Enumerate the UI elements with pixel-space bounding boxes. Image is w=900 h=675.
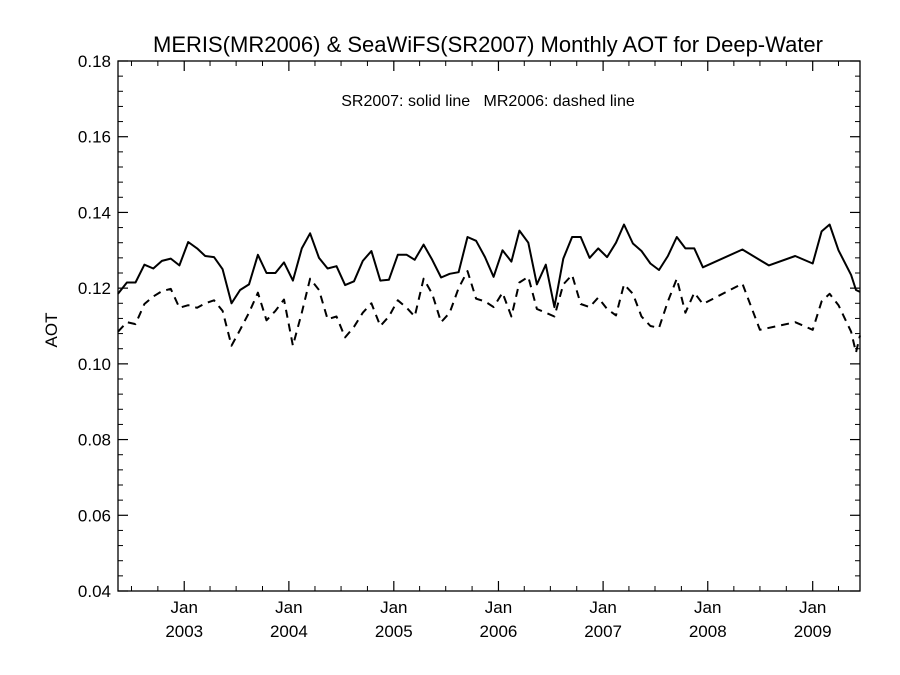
x-tick-label-month: Jan [275, 598, 302, 617]
x-tick-label-year: 2004 [270, 622, 308, 641]
x-tick-label-month: Jan [694, 598, 721, 617]
y-axis-label: AOT [42, 313, 61, 348]
x-tick-label-year: 2007 [584, 622, 622, 641]
x-tick-label-year: 2009 [794, 622, 832, 641]
y-tick-label: 0.04 [78, 582, 111, 601]
x-tick-label-year: 2005 [375, 622, 413, 641]
x-tick-label-month: Jan [380, 598, 407, 617]
x-tick-label-year: 2006 [480, 622, 518, 641]
x-tick-label-year: 2003 [165, 622, 203, 641]
y-tick-label: 0.18 [78, 52, 111, 71]
series-lines [117, 223, 861, 354]
y-tick-label: 0.08 [78, 431, 111, 450]
dashed-series-line [117, 270, 861, 354]
y-tick-label: 0.06 [78, 506, 111, 525]
x-tick-label-month: Jan [171, 598, 198, 617]
x-tick-label-month: Jan [799, 598, 826, 617]
axis-ticks: 0.04 0.06 0.08 0.10 0.12 0.14 0.16 0.18 Jan 2003 J… [78, 52, 860, 641]
chart-title: MERIS(MR2006) & SeaWiFS(SR2007) Monthly … [153, 32, 823, 57]
x-tick-label-year: 2008 [689, 622, 727, 641]
y-tick-label: 0.12 [78, 279, 111, 298]
y-tick-label: 0.14 [78, 203, 111, 222]
y-tick-label: 0.10 [78, 355, 111, 374]
x-tick-label-month: Jan [589, 598, 616, 617]
series-style-note: SR2007: solid line MR2006: dashed line [341, 93, 635, 110]
solid-series-line [117, 223, 861, 309]
y-tick-label: 0.16 [78, 128, 111, 147]
x-tick-label-month: Jan [485, 598, 512, 617]
plot-frame [117, 60, 861, 592]
